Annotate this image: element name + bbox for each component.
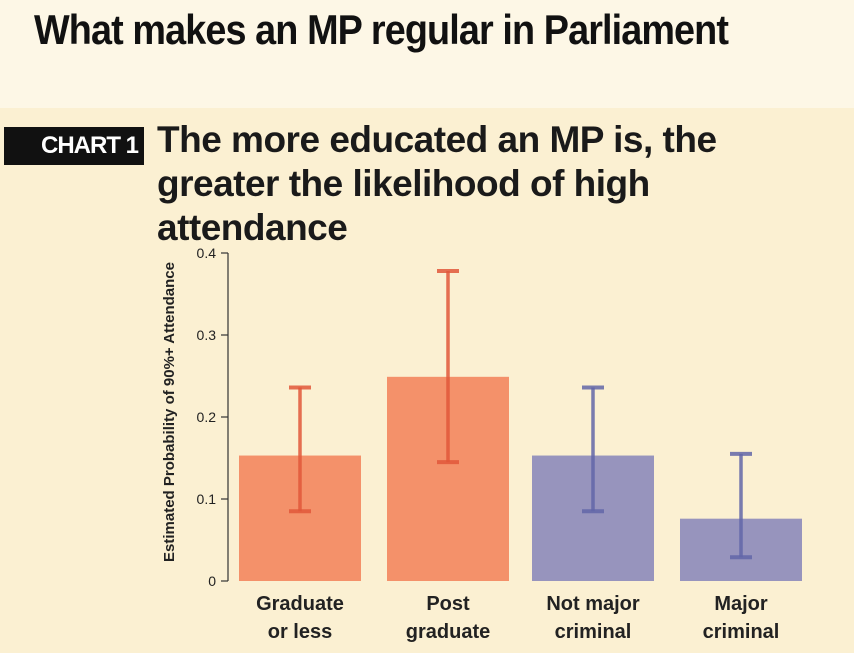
y-tick-label: 0.4 — [197, 245, 217, 261]
y-tick-label: 0.1 — [197, 491, 217, 507]
y-tick-label: 0.2 — [197, 409, 217, 425]
category-label: Major — [714, 593, 768, 615]
category-label: criminal — [703, 621, 780, 643]
header-band — [0, 0, 854, 108]
y-axis-label: Estimated Probability of 90%+ Attendance — [161, 262, 178, 562]
category-label: or less — [268, 621, 332, 643]
category-label: graduate — [406, 621, 490, 643]
category-label: Not major — [546, 593, 640, 615]
category-label: Graduate — [256, 593, 344, 615]
y-tick-label: 0.3 — [197, 327, 217, 343]
y-tick-label: 0 — [208, 573, 216, 589]
chart-title: The more educated an MP is, the greater … — [157, 119, 717, 248]
category-label: criminal — [555, 621, 632, 643]
page-title: What makes an MP regular in Parliament — [34, 6, 729, 53]
category-label: Post — [426, 593, 470, 615]
chart-tag: CHART 1 — [4, 127, 144, 165]
